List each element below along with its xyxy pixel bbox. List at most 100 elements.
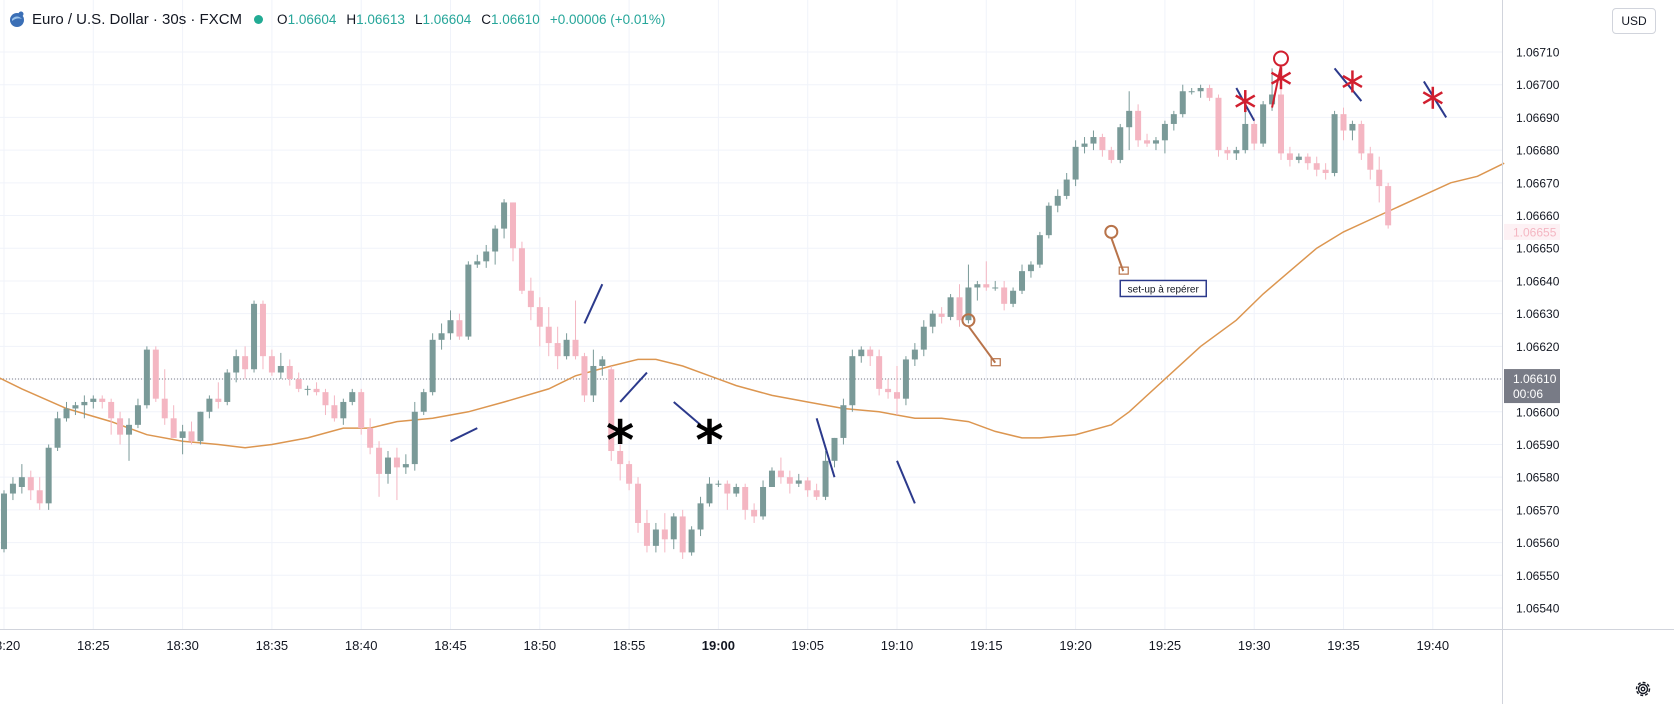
ohlc-close-value: 1.06610	[491, 11, 540, 27]
candle-body	[402, 464, 409, 468]
candle-body	[1152, 140, 1159, 144]
candle-body	[286, 365, 293, 380]
candle	[349, 388, 356, 406]
candle	[1117, 123, 1124, 164]
red-circle-stem	[1271, 65, 1282, 108]
time-tick-label: 19:00	[702, 638, 735, 653]
candle	[1161, 120, 1168, 154]
candle	[1045, 202, 1052, 239]
currency-button[interactable]: USD	[1612, 8, 1656, 34]
candle-body	[1135, 110, 1142, 141]
symbol-title[interactable]: Euro / U.S. Dollar · 30s · FXCM	[32, 10, 243, 28]
price-tick-label: 1.06560	[1516, 536, 1560, 550]
candle-body	[45, 447, 52, 504]
last-price-countdown: 00:06	[1513, 387, 1543, 401]
candle-body	[420, 392, 427, 412]
candle-body	[635, 483, 642, 523]
candle	[831, 437, 838, 468]
candle	[635, 477, 642, 533]
candle	[1099, 133, 1106, 157]
candle	[527, 277, 534, 321]
candle-body	[1045, 205, 1052, 236]
candle	[974, 280, 981, 301]
candle	[1027, 261, 1034, 278]
pin-head	[961, 313, 976, 328]
grid	[0, 0, 1502, 629]
candle	[233, 349, 240, 383]
red-asterisk-mark	[1235, 90, 1256, 113]
candle-body	[831, 437, 838, 461]
candle	[1260, 101, 1267, 147]
candle	[1108, 146, 1115, 164]
candle	[54, 411, 61, 452]
candle	[474, 254, 481, 268]
candle	[268, 349, 275, 376]
last-price-value: 1.06610	[1513, 372, 1557, 386]
candle	[760, 480, 767, 520]
candle	[304, 385, 311, 396]
candle	[518, 241, 525, 295]
candle	[536, 297, 543, 347]
candle-body	[777, 470, 784, 478]
red-asterisk-mark	[1270, 67, 1292, 90]
candle-body	[581, 356, 588, 396]
candle	[581, 352, 588, 402]
candle	[920, 320, 927, 357]
asterisk-mark: *	[606, 409, 634, 472]
candle	[947, 294, 954, 321]
candle	[554, 326, 561, 370]
ohlc-low-key: L	[414, 11, 423, 27]
candle-body	[956, 297, 963, 321]
candle-body	[885, 388, 892, 393]
price-tick-label: 1.06640	[1516, 274, 1560, 288]
candle	[313, 382, 320, 396]
candle-body	[1358, 123, 1365, 154]
price-change: +0.00006 (+0.01%)	[549, 11, 666, 27]
candle-body	[18, 477, 25, 487]
ohlc-high-key: H	[346, 11, 357, 27]
candle	[1010, 287, 1017, 308]
candle	[902, 356, 909, 406]
price-tick-label: 1.06690	[1516, 111, 1560, 125]
candle	[617, 444, 624, 481]
candle	[384, 451, 391, 484]
candle	[643, 509, 650, 553]
candle	[911, 343, 918, 366]
moving-average	[0, 162, 1505, 449]
candle	[483, 244, 490, 268]
candle	[715, 480, 722, 487]
annotations: * * set-up à repérer	[450, 50, 1448, 504]
candle-body	[974, 284, 981, 288]
candle-body	[322, 392, 329, 406]
candle-body	[188, 431, 195, 442]
candle	[599, 356, 606, 376]
candle-body	[1010, 290, 1017, 304]
candle-body	[1063, 179, 1070, 196]
candle	[840, 398, 847, 445]
candle-body	[108, 401, 115, 419]
candle-body	[411, 411, 418, 465]
candle-body	[786, 477, 793, 484]
candle	[867, 346, 874, 366]
candle	[1376, 156, 1383, 203]
candle-body	[733, 486, 740, 494]
setup-label-box	[1119, 279, 1207, 298]
candle	[1242, 110, 1249, 154]
candle-body	[554, 343, 561, 357]
ohlc-open-value: 1.06604	[287, 11, 337, 27]
time-tick-label: 19:10	[881, 638, 914, 653]
candle	[938, 307, 945, 324]
candle	[697, 496, 704, 537]
candles	[1, 68, 1392, 559]
candle-body	[804, 480, 811, 491]
candle	[1170, 110, 1177, 131]
settings-gear-icon[interactable]	[1634, 680, 1652, 698]
candle	[1251, 117, 1258, 151]
candle-body	[1269, 94, 1276, 105]
candle	[751, 503, 758, 523]
ohlc-low: L1.06604	[415, 12, 471, 27]
time-tick-label: 18:25	[77, 638, 110, 653]
candle-body	[1090, 137, 1097, 144]
candle-body	[438, 333, 445, 340]
